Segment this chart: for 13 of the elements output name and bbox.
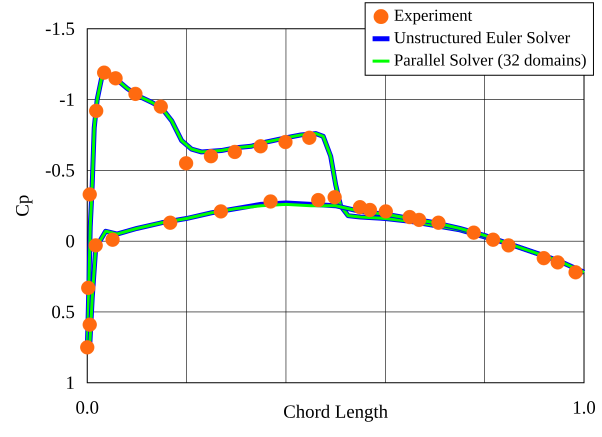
x-tick-label: 1.0	[574, 400, 596, 414]
legend-label: Parallel Solver (32 domains)	[394, 54, 586, 69]
y-tick-label: -1	[60, 93, 74, 106]
x-axis-title: Chord Length	[284, 404, 388, 422]
y-tick-label: 0	[66, 234, 74, 248]
y-tick-label: 0.5	[52, 305, 74, 318]
legend-label: Unstructured Euler Solver	[394, 31, 570, 44]
y-tick-label: -0.5	[46, 164, 74, 177]
y-tick-label: -1.5	[46, 22, 74, 35]
y-tick-label: 1	[67, 376, 74, 389]
legend-label: Experiment	[394, 10, 472, 24]
x-tick-label: 0.0	[76, 400, 98, 414]
y-axis-title: Cp	[16, 195, 32, 216]
